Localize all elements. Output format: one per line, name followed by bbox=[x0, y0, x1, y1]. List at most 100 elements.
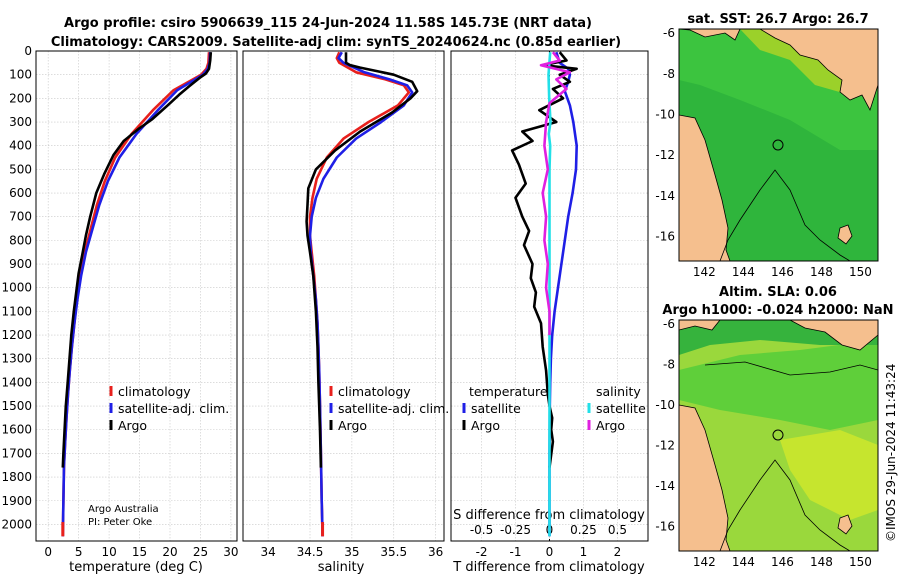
lon-tick-label: 150 bbox=[849, 555, 872, 569]
depth-tick-labels: 0 100 200 300 400 500 600 700 800 900 1000 1100 1200… bbox=[1, 44, 32, 531]
sst-map-title: sat. SST: 26.7 Argo: 26.7 bbox=[687, 12, 868, 27]
sst-lon-ticks: 142 144 146 148 150 bbox=[693, 265, 872, 279]
lat-tick-label: -8 bbox=[663, 67, 675, 81]
lat-tick-label: -14 bbox=[655, 479, 675, 493]
lat-tick-label: -6 bbox=[663, 317, 675, 331]
depth-tick-label: 1300 bbox=[1, 352, 32, 366]
figure-title-line2: Climatology: CARS2009. Satellite-adj cli… bbox=[51, 35, 621, 50]
x-tick-label: 34.5 bbox=[297, 545, 324, 559]
legend-t-argo: Argo bbox=[471, 418, 500, 433]
depth-tick-label: 600 bbox=[9, 186, 32, 200]
depth-tick-label: 1000 bbox=[1, 281, 32, 295]
legend-t-satellite: satellite bbox=[471, 401, 521, 416]
temperature-xlabel: temperature (deg C) bbox=[69, 560, 203, 575]
legend-climatology: climatology bbox=[118, 384, 191, 399]
sla-contour bbox=[704, 361, 878, 376]
x-tick-label: 10 bbox=[101, 545, 116, 559]
s-tick-label: 0.25 bbox=[570, 523, 597, 537]
legend-climatology: climatology bbox=[338, 384, 411, 399]
x-tick-label: 5 bbox=[75, 545, 83, 559]
sla-frame bbox=[678, 319, 879, 552]
series-salinity-satellite bbox=[547, 52, 552, 537]
difference-legend: temperature salinity satellite Argo sate… bbox=[462, 384, 646, 433]
x-tick-label: 35 bbox=[344, 545, 359, 559]
series-salinity-argo bbox=[539, 51, 572, 336]
depth-tick-label: 1100 bbox=[1, 304, 32, 318]
lon-tick-label: 146 bbox=[771, 265, 794, 279]
lat-tick-label: -12 bbox=[655, 439, 675, 453]
lon-tick-label: 142 bbox=[693, 555, 716, 569]
depth-tick-label: 1900 bbox=[1, 494, 32, 508]
temperature-series bbox=[61, 52, 213, 537]
lat-tick-label: -10 bbox=[655, 398, 675, 412]
depth-tick-label: 0 bbox=[24, 44, 32, 58]
sst-reef-contour bbox=[719, 169, 851, 261]
depth-tick-label: 300 bbox=[9, 115, 32, 129]
x-tick-label: 25 bbox=[193, 545, 208, 559]
sst-frame bbox=[678, 28, 879, 262]
x-tick-label: 30 bbox=[223, 545, 238, 559]
t-difference-tick-labels: -2 -1 0 1 2 bbox=[476, 545, 622, 559]
lon-tick-label: 144 bbox=[732, 555, 755, 569]
cape-york-coast bbox=[679, 404, 731, 551]
island bbox=[837, 224, 853, 245]
legend-satellite: satellite-adj. clim. bbox=[338, 401, 449, 416]
temperature-grid bbox=[36, 50, 237, 541]
lat-tick-label: -8 bbox=[663, 358, 675, 372]
sla-lat-ticks: -6 -8 -10 -12 -14 -16 bbox=[655, 317, 675, 534]
depth-tick-label: 2000 bbox=[1, 517, 32, 531]
lat-tick-label: -16 bbox=[655, 520, 675, 534]
argo-float-marker bbox=[772, 139, 784, 151]
t-difference-xlabel: T difference from climatology bbox=[452, 560, 645, 575]
series-argo bbox=[61, 52, 213, 468]
x-tick-label: 15 bbox=[132, 545, 147, 559]
x-tick-label: -1 bbox=[510, 545, 522, 559]
png-coast-west bbox=[679, 29, 741, 41]
salinity-series bbox=[305, 51, 419, 537]
depth-tick-label: 500 bbox=[9, 162, 32, 176]
credit-org: Argo Australia bbox=[88, 504, 159, 515]
series-satellite-adj-clim- bbox=[308, 51, 414, 537]
depth-tick-label: 400 bbox=[9, 139, 32, 153]
depth-tick-label: 1800 bbox=[1, 470, 32, 484]
s-tick-label: -0.5 bbox=[470, 523, 493, 537]
series-climatology bbox=[61, 52, 211, 537]
x-tick-label: 2 bbox=[614, 545, 622, 559]
difference-series bbox=[510, 51, 579, 537]
sla-map-title-line2: Argo h1000: -0.024 h2000: NaN bbox=[662, 303, 893, 318]
depth-tick-label: 1400 bbox=[1, 375, 32, 389]
argo-float-marker bbox=[772, 429, 784, 441]
x-tick-label: 36 bbox=[428, 545, 443, 559]
temperature-tick-labels: 0 5 10 15 20 25 30 bbox=[44, 545, 238, 559]
sla-lon-ticks: 142 144 146 148 150 bbox=[693, 555, 872, 569]
sla-map: Altim. SLA: 0.06 Argo h1000: -0.024 h200… bbox=[655, 285, 893, 569]
s-tick-label: -0.25 bbox=[500, 523, 531, 537]
sla-low-band bbox=[679, 340, 878, 430]
depth-tick-label: 900 bbox=[9, 257, 32, 271]
series-temperature-satellite bbox=[548, 51, 579, 537]
difference-panel: -2 -1 0 1 2 -0.5 -0.25 0 0.25 0.5 T difference f… bbox=[450, 50, 649, 575]
x-tick-label: 35.5 bbox=[380, 545, 407, 559]
x-tick-label: 0 bbox=[44, 545, 52, 559]
imos-timestamp: ©IMOS 29-Jun-2024 11:43:24 bbox=[884, 364, 898, 542]
sst-map: sat. SST: 26.7 Argo: 26.7 -6-8-10-12-14-… bbox=[655, 12, 879, 279]
lon-tick-label: 142 bbox=[693, 265, 716, 279]
x-tick-label: 34 bbox=[260, 545, 275, 559]
salinity-tick-labels: 34 34.5 35 35.5 36 bbox=[260, 545, 443, 559]
legend-title-salinity: salinity bbox=[596, 384, 641, 399]
lon-tick-label: 148 bbox=[810, 265, 833, 279]
legend-s-argo: Argo bbox=[596, 418, 625, 433]
salinity-xlabel: salinity bbox=[318, 560, 365, 575]
depth-tick-label: 700 bbox=[9, 210, 32, 224]
png-coast-east bbox=[759, 29, 878, 112]
legend-argo: Argo bbox=[338, 418, 367, 433]
salinity-panel: 34 34.5 35 35.5 36 salinity climatology sate… bbox=[242, 50, 449, 575]
lon-tick-label: 148 bbox=[810, 555, 833, 569]
depth-tick-label: 100 bbox=[9, 68, 32, 82]
depth-tick-label: 1500 bbox=[1, 399, 32, 413]
x-tick-label: -2 bbox=[476, 545, 488, 559]
series-satellite-adj-clim- bbox=[61, 52, 212, 537]
lat-tick-label: -10 bbox=[655, 107, 675, 121]
legend-satellite: satellite-adj. clim. bbox=[118, 401, 229, 416]
